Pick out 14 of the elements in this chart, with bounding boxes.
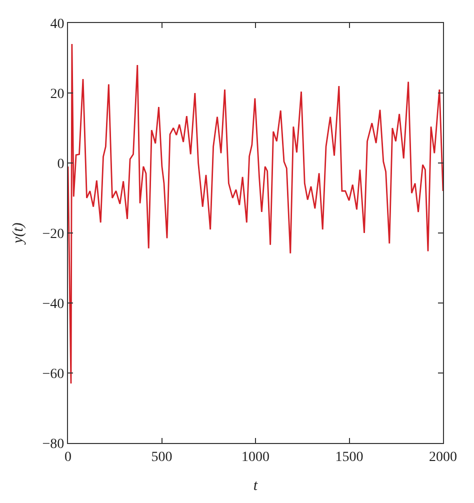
x-tick-label: 1000 — [242, 450, 270, 465]
y-tick-label: 0 — [57, 156, 64, 172]
x-axis-title: t — [253, 478, 258, 494]
x-tick-label: 2000 — [429, 450, 457, 465]
x-tick-label: 500 — [151, 450, 172, 465]
y-axis-title: y(t) — [10, 222, 27, 246]
y-tick-label: 20 — [50, 86, 64, 102]
x-tick-label: 1500 — [335, 450, 364, 465]
y-tick-label: −40 — [42, 296, 64, 312]
y-tick-label: −20 — [42, 226, 64, 242]
y-tick-label: −60 — [42, 366, 64, 382]
y-tick-label: −80 — [42, 436, 64, 452]
line-series — [68, 43, 443, 384]
y-tick-label: 40 — [50, 16, 64, 32]
